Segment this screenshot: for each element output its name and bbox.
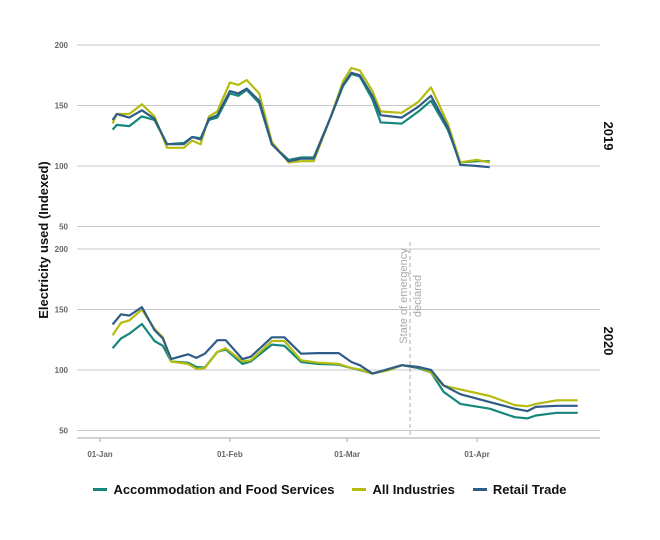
x-tick-label: 01-Jan bbox=[87, 450, 112, 459]
series-line-accommodation-and-food-services-2019 bbox=[111, 72, 490, 164]
legend-item: All Industries bbox=[352, 482, 455, 497]
axis-labels: 50 100 150 200 2019 50 100 150 200 2020 01-Jan 01-F… bbox=[55, 41, 616, 459]
legend-label: Accommodation and Food Services bbox=[113, 482, 335, 497]
y-tick-label: 150 bbox=[55, 102, 69, 111]
y-tick-label: 50 bbox=[59, 223, 68, 232]
y-axis-title: Electricity used (Indexed) bbox=[36, 161, 51, 319]
y-tick-label: 200 bbox=[55, 245, 69, 254]
panel-label-2020: 2020 bbox=[601, 327, 616, 356]
legend: Accommodation and Food Services All Indus… bbox=[0, 482, 660, 497]
y-tick-label: 150 bbox=[55, 306, 69, 315]
series-line-retail-trade-2019 bbox=[111, 71, 490, 169]
annotation-text-line1: State of emergency bbox=[398, 248, 410, 344]
y-tick-label: 200 bbox=[55, 41, 69, 50]
legend-item: Retail Trade bbox=[472, 482, 567, 497]
legend-label: All Industries bbox=[372, 482, 455, 497]
x-tick-label: 01-Apr bbox=[464, 450, 489, 459]
annotation: State of emergency declared bbox=[398, 242, 424, 438]
x-tick-label: 01-Mar bbox=[334, 450, 360, 459]
y-tick-label: 50 bbox=[59, 427, 68, 436]
y-tick-label: 100 bbox=[55, 162, 69, 171]
series-lines bbox=[111, 66, 578, 420]
x-tick-label: 01-Feb bbox=[217, 450, 243, 459]
legend-swatch bbox=[472, 488, 487, 491]
y-tick-label: 100 bbox=[55, 366, 69, 375]
annotation-text-line2: declared bbox=[412, 275, 424, 317]
legend-swatch bbox=[352, 488, 367, 491]
series-line-all-industries-2019 bbox=[111, 66, 490, 164]
series-line-accommodation-and-food-services-2020 bbox=[111, 322, 578, 420]
legend-swatch bbox=[93, 488, 108, 491]
panel-label-2019: 2019 bbox=[601, 122, 616, 151]
legend-label: Retail Trade bbox=[492, 482, 567, 497]
legend-item: Accommodation and Food Services bbox=[93, 482, 334, 497]
gridlines bbox=[77, 44, 600, 442]
series-line-retail-trade-2020 bbox=[111, 306, 578, 413]
